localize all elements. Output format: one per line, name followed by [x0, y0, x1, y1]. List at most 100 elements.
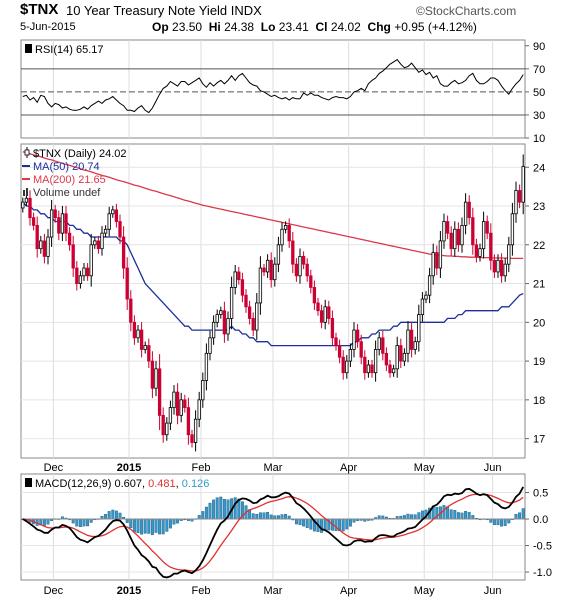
- macd-histogram-bar: [165, 518, 169, 532]
- candle-body: [240, 279, 245, 296]
- candle-body: [244, 294, 248, 308]
- macd-histogram-bar: [118, 512, 122, 520]
- candle-body: [291, 240, 295, 265]
- symbol-title: $TNX: [20, 1, 59, 18]
- candle-body: [21, 201, 25, 209]
- macd-histogram-bar: [453, 510, 457, 520]
- candle-body: [391, 368, 396, 374]
- candle-body: [438, 240, 443, 269]
- macd-histogram-bar: [140, 518, 144, 535]
- candle-body: [345, 360, 349, 374]
- macd-histogram-bar: [132, 518, 136, 533]
- macd-histogram-bar: [136, 518, 140, 534]
- macd-histogram-bar: [111, 509, 115, 520]
- candle-body: [111, 209, 115, 215]
- macd-histogram-bar: [460, 512, 464, 520]
- candle-body: [273, 263, 277, 281]
- candle-body: [323, 306, 327, 323]
- candle-body: [262, 267, 266, 273]
- high-value: 24.38: [224, 20, 255, 34]
- macd-histogram-bar: [298, 518, 302, 525]
- macd-label-part-2: ,: [176, 478, 182, 490]
- candle-body: [114, 209, 119, 222]
- macd-histogram-bar: [521, 508, 525, 520]
- macd-histogram-bar: [489, 518, 493, 523]
- macd-histogram-bar: [284, 513, 288, 520]
- candle-body: [172, 391, 176, 409]
- candle-body: [492, 259, 497, 273]
- macd-label: MACD(12,26,9) 0.607, 0.481, 0.126: [35, 478, 209, 490]
- macd-histogram-bar: [208, 502, 212, 520]
- macd-histogram-bar: [89, 518, 93, 523]
- price-tick-label: 19: [533, 356, 545, 368]
- macd-histogram-bar: [78, 518, 82, 528]
- macd-histogram-bar: [46, 518, 50, 525]
- candle-body: [399, 345, 403, 362]
- candle-body: [395, 345, 399, 370]
- candle-body: [208, 337, 212, 354]
- candle-body: [71, 244, 75, 269]
- candle-body: [352, 329, 356, 350]
- candle-body: [330, 318, 335, 339]
- rsi-tick-label: 50: [533, 87, 545, 99]
- macd-histogram-bar: [496, 518, 500, 526]
- candle-body: [503, 263, 507, 277]
- price-tick-label: 22: [533, 240, 545, 252]
- change-value: +0.95 (+4.12%): [394, 20, 477, 34]
- legend-candle-icon-body: [24, 149, 30, 156]
- stockcharts-watermark: ©StockCharts.com: [416, 4, 516, 18]
- macd-x-label: 2015: [117, 585, 141, 597]
- price-legend-entry-1: MA(50) 20.74: [33, 161, 100, 173]
- price-x-label: Mar: [264, 462, 283, 474]
- macd-tick-label: -0.5: [533, 541, 552, 553]
- price-legend-entry-0: $TNX (Daily) 24.02: [33, 148, 127, 160]
- candle-body: [460, 225, 464, 246]
- macd-histogram-bar: [269, 514, 273, 520]
- macd-histogram-bar: [377, 515, 381, 520]
- macd-label-part-3: 0.126: [182, 478, 210, 490]
- candle-body: [31, 217, 36, 226]
- macd-histogram-bar: [42, 518, 46, 526]
- macd-histogram-bar: [345, 518, 349, 530]
- macd-tick-label: 0.0: [533, 514, 548, 526]
- candle-body: [481, 221, 486, 250]
- candle-body: [46, 236, 50, 257]
- open-value: 23.50: [172, 20, 203, 34]
- macd-histogram-bar: [294, 518, 298, 525]
- macd-histogram-bar: [215, 497, 219, 520]
- macd-histogram-bar: [413, 514, 417, 520]
- macd-histogram-bar: [280, 514, 284, 520]
- candle-body: [463, 201, 468, 226]
- macd-histogram-bar: [204, 506, 208, 520]
- candle-body: [420, 298, 425, 315]
- macd-histogram-bar: [442, 505, 446, 520]
- macd-histogram-bar: [449, 509, 453, 520]
- rsi-tick-label: 90: [533, 41, 545, 53]
- macd-histogram-bar: [417, 512, 421, 520]
- candle-body: [251, 318, 255, 331]
- macd-histogram-bar: [158, 518, 162, 535]
- macd-histogram-bar: [71, 518, 75, 524]
- candle-body: [514, 190, 518, 215]
- candle-body: [157, 368, 162, 416]
- candle-body: [337, 345, 342, 358]
- macd-x-label: May: [414, 585, 435, 597]
- candle-body: [132, 321, 137, 339]
- candle-body: [510, 213, 515, 246]
- macd-x-label: Dec: [44, 585, 64, 597]
- rsi-tick-label: 10: [533, 133, 545, 145]
- candle-body: [67, 232, 72, 246]
- candle-body: [427, 275, 432, 296]
- candle-body: [35, 225, 39, 250]
- price-x-label: Apr: [340, 462, 357, 474]
- macd-histogram-bar: [172, 518, 176, 525]
- candle-body: [489, 232, 493, 261]
- macd-histogram-bar: [456, 512, 460, 520]
- candle-body: [89, 244, 93, 277]
- candle-body: [276, 244, 281, 265]
- candle-body: [467, 201, 471, 219]
- candle-body: [373, 349, 378, 374]
- macd-histogram-bar: [201, 511, 205, 520]
- source-label: StockCharts.com: [424, 4, 517, 18]
- candle-body: [229, 287, 234, 319]
